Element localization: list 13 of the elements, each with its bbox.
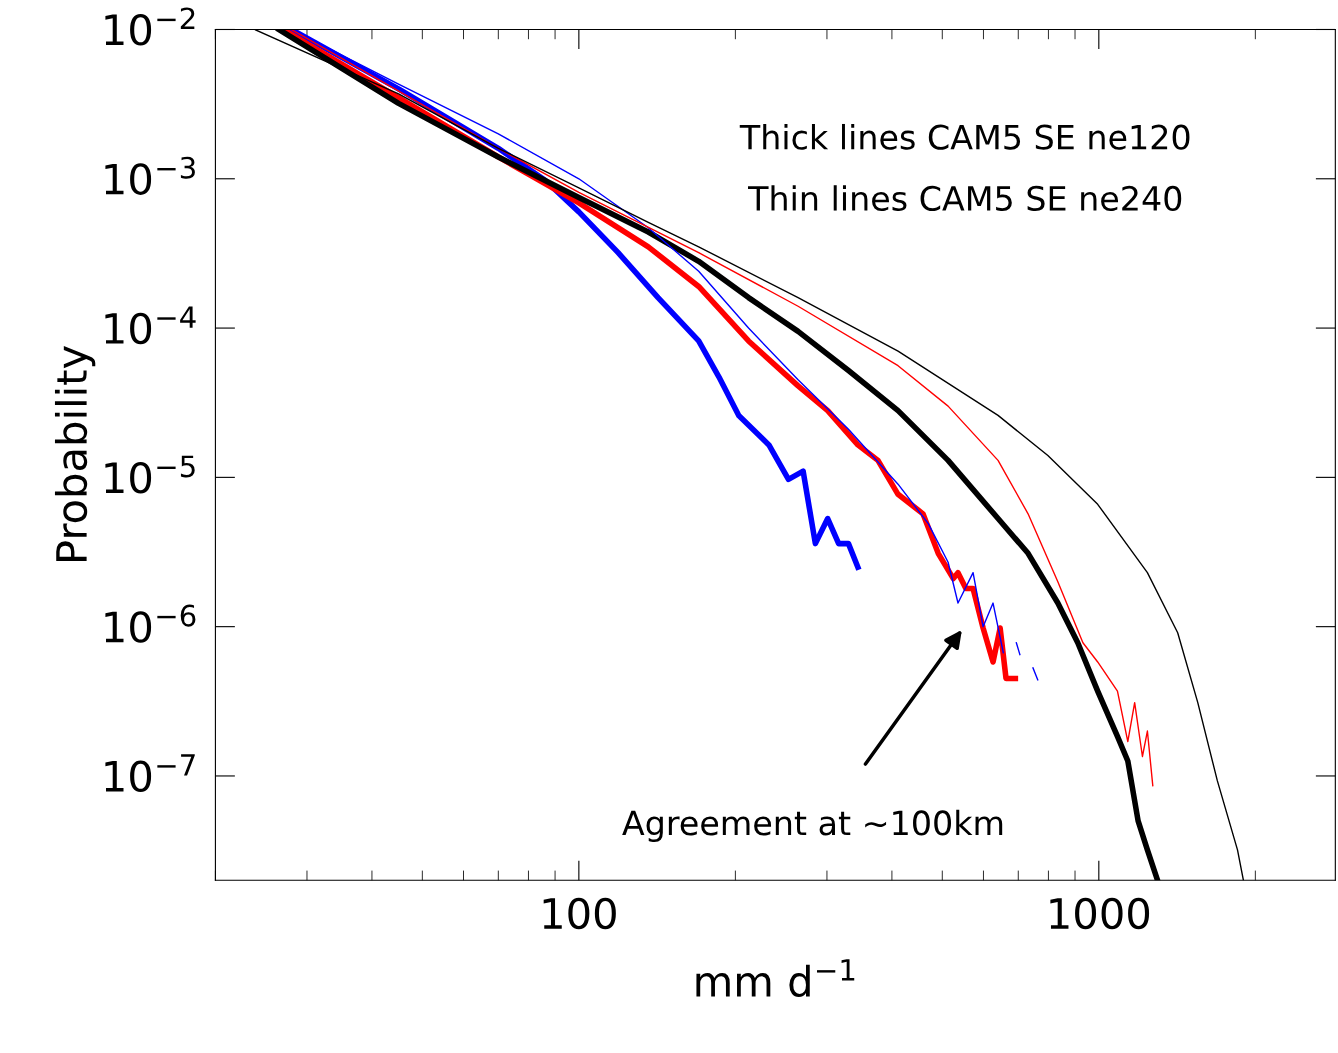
y-axis-title: Probability [54,346,96,561]
annotation: Agreement at ~100km [622,809,1003,842]
x-axis-title: mm d$^{−1}$ [696,959,855,998]
x-tick-label: 100 [543,897,616,930]
y-tick-label: 10$^{−4}$ [105,306,196,345]
y-tick-label: 10$^{−3}$ [105,156,195,195]
annotation: Thick lines CAM5 SE ne120 [739,123,1190,150]
annotation: Thin lines CAM5 SE ne240 [748,185,1182,212]
y-tick-label: 10$^{−2}$ [105,7,195,46]
y-tick-label: 10$^{−7}$ [105,754,195,793]
x-tick-label: 1000 [1050,897,1150,930]
y-tick-label: 10$^{−6}$ [105,604,196,643]
y-tick-label: 10$^{−5}$ [105,455,195,494]
